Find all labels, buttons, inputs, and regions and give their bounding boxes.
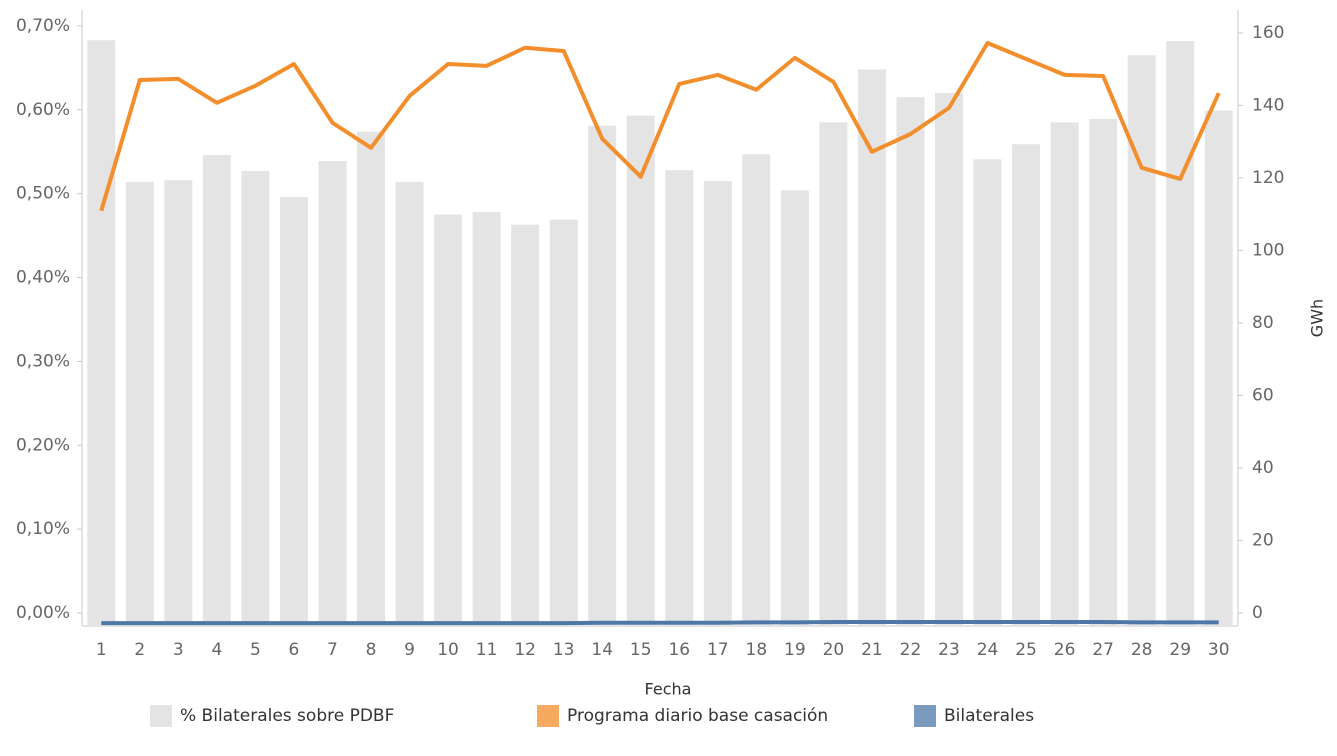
x-tick-label: 2 — [134, 640, 145, 660]
bar — [318, 160, 347, 626]
bar — [1089, 119, 1118, 626]
x-tick-label: 17 — [707, 640, 729, 660]
y2-axis-title: GWh — [1308, 299, 1327, 337]
x-tick-label: 25 — [1015, 640, 1037, 660]
x-tick-label: 22 — [900, 640, 922, 660]
bar — [819, 122, 848, 626]
bar — [164, 180, 193, 626]
bar — [973, 159, 1002, 626]
bar — [935, 93, 963, 627]
x-tick-label: 26 — [1054, 640, 1076, 660]
y-tick-label: 0,60% — [16, 100, 70, 120]
bar — [665, 170, 694, 626]
line — [101, 620, 1219, 626]
x-tick-label: 7 — [327, 640, 338, 660]
legend-label: % Bilaterales sobre PDBF — [180, 706, 394, 726]
bar — [549, 219, 578, 626]
bar — [434, 214, 463, 626]
y2-tick-label: 140 — [1252, 95, 1284, 115]
y2-tick-label: 80 — [1252, 313, 1274, 333]
bar — [857, 69, 886, 626]
bar — [626, 115, 655, 627]
x-tick-label: 10 — [437, 640, 459, 660]
legend-swatch — [150, 705, 172, 727]
bar — [241, 171, 270, 627]
y-tick-label: 0,70% — [16, 16, 70, 36]
y2-tick-label: 20 — [1252, 530, 1274, 550]
x-tick-label: 21 — [861, 640, 883, 660]
x-tick-label: 14 — [591, 640, 613, 660]
y2-tick-label: 160 — [1252, 23, 1284, 43]
x-tick-label: 27 — [1092, 640, 1114, 660]
bar — [472, 212, 501, 626]
bar — [896, 97, 925, 626]
x-tick-label: 8 — [366, 640, 377, 660]
y-tick-label: 0,20% — [16, 435, 70, 455]
x-tick-label: 23 — [938, 640, 960, 660]
x-axis-title: Fecha — [645, 680, 692, 699]
x-tick-label: 16 — [668, 640, 690, 660]
x-tick-label: 28 — [1131, 640, 1153, 660]
bar — [588, 125, 617, 627]
bar — [395, 181, 424, 626]
y-tick-label: 0,10% — [16, 519, 70, 539]
y2-tick-label: 100 — [1252, 240, 1284, 260]
bar — [1012, 144, 1041, 626]
x-tick-label: 29 — [1169, 640, 1191, 660]
bar — [357, 131, 385, 626]
y2-tick-label: 40 — [1252, 458, 1274, 478]
x-tick-label: 20 — [823, 640, 845, 660]
x-tick-label: 18 — [746, 640, 768, 660]
y-tick-label: 0,40% — [16, 268, 70, 288]
x-tick-label: 4 — [211, 640, 222, 660]
x-tick-label: 30 — [1208, 640, 1230, 660]
legend-swatch — [914, 705, 936, 727]
x-tick-label: 9 — [404, 640, 415, 660]
legend-label: Bilaterales — [944, 706, 1034, 726]
y-tick-label: 0,00% — [16, 603, 70, 623]
y-tick-label: 0,50% — [16, 184, 70, 204]
bar — [511, 224, 540, 627]
x-tick-label: 19 — [784, 640, 806, 660]
x-tick-label: 12 — [514, 640, 536, 660]
y2-tick-label: 120 — [1252, 168, 1284, 188]
x-tick-label: 11 — [476, 640, 498, 660]
x-tick-label: 3 — [173, 640, 184, 660]
bar — [1050, 122, 1079, 626]
x-tick-label: 13 — [553, 640, 575, 660]
bar — [1204, 110, 1233, 626]
y-tick-label: 0,30% — [16, 351, 70, 371]
y2-tick-label: 60 — [1252, 385, 1274, 405]
line — [99, 40, 1221, 212]
bar — [87, 40, 116, 627]
x-tick-label: 24 — [977, 640, 999, 660]
x-tick-label: 5 — [250, 640, 261, 660]
x-tick-label: 1 — [96, 640, 107, 660]
bar — [125, 181, 154, 626]
legend-swatch — [537, 705, 559, 727]
bar — [279, 197, 308, 626]
bar — [1166, 41, 1195, 626]
bar — [703, 181, 732, 626]
y2-tick-label: 0 — [1252, 603, 1263, 623]
bar — [780, 190, 809, 626]
bar — [742, 154, 771, 627]
x-tick-label: 15 — [630, 640, 652, 660]
bar — [202, 155, 231, 626]
x-tick-label: 6 — [289, 640, 300, 660]
legend-label: Programa diario base casación — [567, 706, 828, 726]
